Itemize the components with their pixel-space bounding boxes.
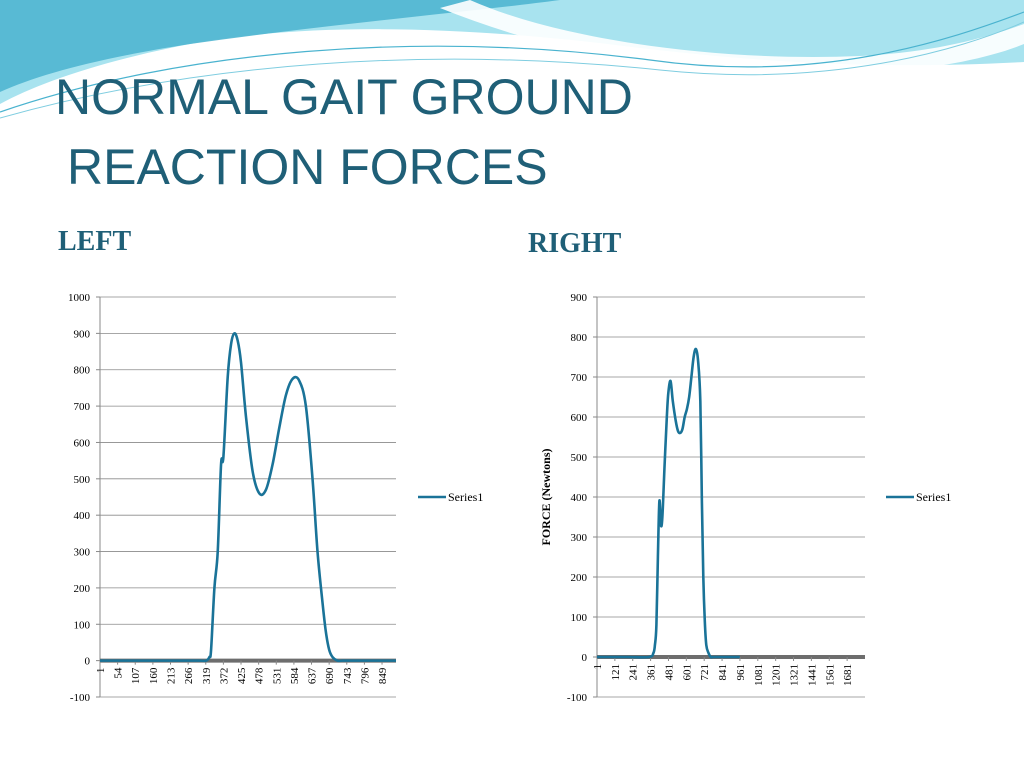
series-line-1: [597, 347, 740, 659]
slide-title-line-2: REACTION FORCES: [67, 139, 548, 195]
x-tick-label: 372: [218, 668, 230, 685]
x-tick-label: 1321: [789, 664, 801, 686]
y-tick-label: 500: [74, 474, 91, 486]
y-tick-label: 300: [74, 547, 91, 559]
y-tick-label: 200: [571, 572, 588, 584]
slide-title: NORMAL GAIT GROUND REACTION FORCES: [55, 62, 633, 202]
x-tick-label: 743: [342, 667, 354, 684]
x-tick-label: 241: [628, 664, 640, 681]
y-tick-label: 0: [582, 652, 588, 664]
x-tick-label: 425: [236, 667, 248, 684]
wave-accent-line: [0, 11, 1024, 113]
y-tick-label: 0: [85, 656, 91, 668]
x-tick-label: 160: [148, 667, 160, 684]
y-tick-label: 400: [74, 510, 91, 522]
y-tick-label: 500: [571, 452, 588, 464]
y-tick-label: 600: [74, 437, 91, 449]
series-line-1: [100, 332, 396, 663]
y-tick-label: 300: [571, 532, 588, 544]
y-tick-label: 100: [74, 619, 91, 631]
x-tick-label: 1201: [771, 664, 783, 686]
right-force-chart: -100 0 100 200 300 400 500 600 700 800 900 1 121 241 3…: [539, 292, 951, 704]
wave-white-swoosh: [440, 0, 1024, 76]
x-tick-label: 481: [663, 664, 675, 681]
wave-accent-line-2: [0, 21, 1024, 119]
x-tick-label: 721: [699, 664, 711, 681]
right-heading: RIGHT: [528, 228, 622, 259]
x-tick-label: 213: [166, 667, 178, 684]
x-tick-label: 319: [201, 667, 213, 684]
x-tick-label: 601: [681, 664, 693, 681]
x-tick-label: 637: [307, 667, 319, 684]
x-tick-label: 121: [610, 664, 622, 681]
slide-title-line-1: NORMAL GAIT GROUND: [55, 69, 633, 125]
x-tick-label: 531: [271, 668, 283, 685]
x-tick-label: 361: [646, 664, 658, 681]
legend-label: Series1: [916, 490, 951, 504]
x-tick-label: 478: [254, 667, 266, 684]
y-tick-label: 100: [571, 612, 588, 624]
x-tick-label: 1: [592, 664, 604, 670]
x-tick-label: 54: [113, 667, 125, 679]
x-tick-label: 1561: [824, 664, 836, 686]
x-tick-label: 796: [359, 667, 371, 684]
y-tick-label: 700: [571, 372, 588, 384]
y-tick-label: 700: [74, 401, 91, 413]
x-tick-label: 690: [324, 667, 336, 684]
x-tick-label: 1: [95, 668, 107, 674]
header-wave-decoration: [0, 0, 1024, 119]
y-tick-label: 200: [74, 583, 91, 595]
x-tick-label: 1081: [753, 664, 765, 686]
legend-label: Series1: [448, 490, 483, 504]
x-tick-label: 841: [717, 664, 729, 681]
y-tick-label: 1000: [68, 292, 91, 304]
y-tick-label: 900: [74, 328, 91, 340]
x-tick-label: 107: [130, 667, 142, 684]
left-heading: LEFT: [58, 226, 132, 257]
y-tick-label: 600: [571, 412, 588, 424]
left-force-chart: -100 0 100 200 300 400 500 600 700 800 900 1000 1 54 1…: [68, 292, 483, 704]
x-tick-label: 584: [289, 667, 301, 684]
y-tick-label: 400: [571, 492, 588, 504]
x-tick-label: 1681: [842, 664, 854, 686]
x-tick-label: 266: [183, 667, 195, 684]
y-tick-label: 800: [571, 332, 588, 344]
y-tick-label: -100: [567, 692, 588, 704]
y-tick-label: 800: [74, 365, 91, 377]
x-tick-label: 849: [377, 667, 389, 684]
x-tick-label: 961: [735, 664, 747, 681]
x-tick-label: 1441: [806, 664, 818, 686]
wave-dark-band: [0, 0, 560, 92]
y-tick-label: -100: [70, 692, 91, 704]
y-tick-label: 900: [571, 292, 588, 304]
y-axis-title: FORCE (Newtons): [539, 449, 553, 546]
